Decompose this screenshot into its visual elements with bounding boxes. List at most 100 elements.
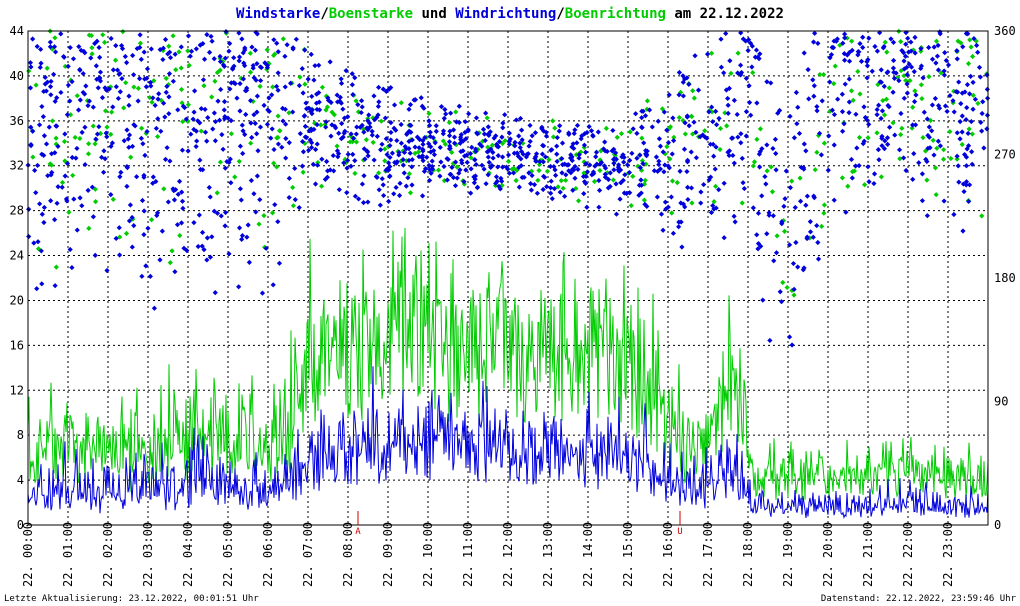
direction-point xyxy=(656,136,662,142)
direction-point xyxy=(881,112,888,118)
direction-point xyxy=(387,143,393,149)
direction-point xyxy=(748,112,754,118)
direction-point xyxy=(959,141,965,148)
direction-point xyxy=(881,43,887,50)
direction-point xyxy=(604,170,610,176)
direction-point xyxy=(122,53,128,60)
direction-point xyxy=(121,105,127,111)
direction-point xyxy=(644,203,650,209)
direction-point xyxy=(754,136,760,143)
direction-point xyxy=(539,151,546,157)
x-tick-label: 22. 16:00 xyxy=(661,522,675,587)
direction-point xyxy=(975,100,981,107)
direction-point xyxy=(177,232,183,239)
direction-point xyxy=(359,104,365,110)
direction-point xyxy=(169,248,175,254)
direction-point xyxy=(248,177,254,184)
direction-point xyxy=(817,71,823,78)
direction-point xyxy=(717,146,723,153)
direction-point xyxy=(901,66,908,72)
direction-point xyxy=(348,163,354,169)
direction-point xyxy=(740,36,746,42)
direction-point xyxy=(842,81,848,87)
direction-point xyxy=(238,197,244,203)
direction-point xyxy=(116,225,122,231)
direction-point xyxy=(441,163,447,170)
direction-point xyxy=(89,184,95,190)
direction-point xyxy=(497,186,503,192)
direction-point xyxy=(302,47,308,53)
direction-point xyxy=(423,166,429,172)
direction-point xyxy=(499,154,506,160)
direction-point xyxy=(710,141,716,147)
direction-point xyxy=(47,44,53,50)
direction-point xyxy=(487,129,493,135)
direction-point xyxy=(642,177,648,183)
direction-point xyxy=(359,122,365,128)
direction-point xyxy=(311,126,317,133)
direction-point xyxy=(197,166,204,173)
direction-point xyxy=(452,159,459,165)
direction-point xyxy=(162,156,169,162)
direction-point xyxy=(77,135,83,142)
direction-point xyxy=(124,60,130,66)
direction-point xyxy=(66,209,72,215)
direction-point xyxy=(797,175,803,181)
direction-point xyxy=(240,76,247,82)
direction-point xyxy=(878,79,884,85)
direction-point xyxy=(316,90,322,96)
direction-point xyxy=(47,39,53,45)
direction-point xyxy=(816,130,823,137)
direction-point xyxy=(832,63,838,69)
direction-point xyxy=(829,107,835,113)
direction-point xyxy=(918,46,924,52)
direction-point xyxy=(227,86,233,92)
direction-point xyxy=(344,190,350,196)
direction-point xyxy=(763,181,769,187)
direction-point xyxy=(424,154,430,160)
direction-point xyxy=(163,75,169,81)
direction-point xyxy=(814,104,820,110)
direction-point xyxy=(398,100,404,106)
direction-point xyxy=(926,124,932,130)
direction-point xyxy=(133,174,140,180)
direction-point xyxy=(584,204,590,210)
direction-point xyxy=(644,98,651,104)
direction-point xyxy=(801,141,807,147)
direction-point xyxy=(602,139,608,145)
direction-point xyxy=(856,134,863,141)
series-richtung xyxy=(25,28,991,348)
direction-point xyxy=(954,130,960,136)
direction-point xyxy=(984,126,990,132)
direction-point xyxy=(214,190,220,196)
marker-label: A xyxy=(355,527,361,537)
direction-point xyxy=(499,182,505,189)
direction-point xyxy=(611,167,617,173)
direction-point xyxy=(745,47,751,54)
direction-point xyxy=(749,43,755,49)
direction-point xyxy=(65,82,72,88)
direction-point xyxy=(271,37,277,43)
direction-point xyxy=(712,166,718,172)
direction-point xyxy=(702,128,708,134)
direction-point xyxy=(621,190,627,196)
direction-point xyxy=(209,38,215,44)
direction-point xyxy=(217,59,224,65)
direction-point xyxy=(656,158,662,164)
direction-point xyxy=(901,155,907,161)
direction-point xyxy=(890,89,896,95)
right-tick-label: 0 xyxy=(994,518,1001,532)
direction-point xyxy=(945,62,952,68)
direction-point xyxy=(688,149,694,155)
direction-point xyxy=(782,196,788,202)
direction-point xyxy=(571,145,577,152)
direction-point xyxy=(641,197,647,203)
direction-point xyxy=(718,36,724,42)
direction-point xyxy=(468,155,474,161)
direction-point xyxy=(34,43,40,50)
direction-point xyxy=(568,170,574,176)
direction-point xyxy=(874,130,880,136)
direction-point xyxy=(220,146,226,152)
direction-point xyxy=(155,133,161,140)
direction-point xyxy=(126,93,132,99)
